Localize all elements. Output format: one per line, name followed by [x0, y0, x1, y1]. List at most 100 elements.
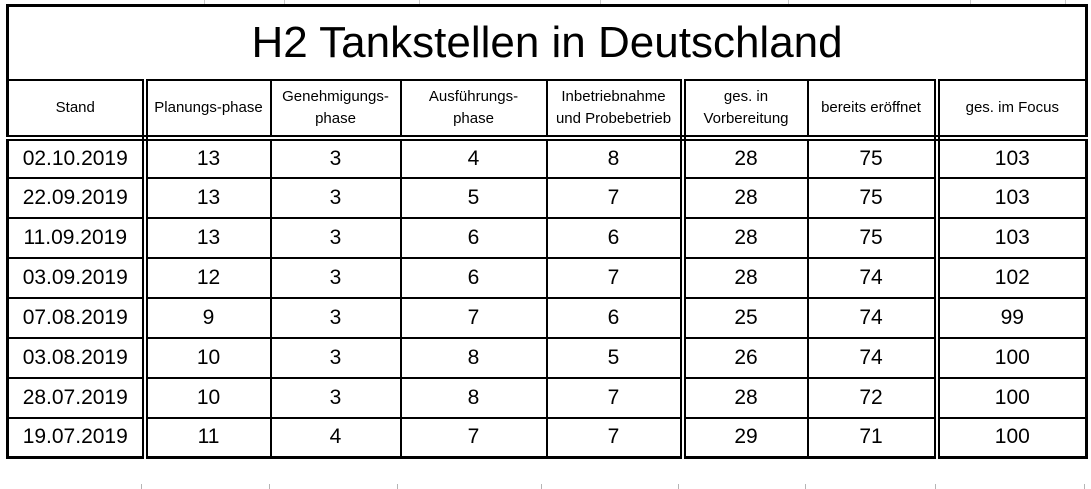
cell-ges-im-focus: 103: [935, 136, 1088, 179]
cell-genehmigungsphase: 3: [269, 216, 402, 259]
col-header-stand: Stand: [6, 78, 148, 141]
table-header-row: Stand Planungs-phase Genehmigungs- phase…: [6, 78, 1088, 141]
table-row: 03.08.2019 10 3 8 5 26 74 100: [6, 336, 1088, 379]
table-title: H2 Tankstellen in Deutschland: [6, 4, 1088, 81]
cell-ges-im-focus: 100: [935, 416, 1088, 459]
cell-ges-in-vorbereitung: 26: [681, 336, 809, 379]
cell-planungsphase: 10: [143, 376, 272, 419]
col-header-ges-in-vorbereitung: ges. in Vorbereitung: [681, 78, 809, 141]
cell-planungsphase: 12: [143, 256, 272, 299]
gridline-tick: [600, 0, 601, 4]
gridline-tick: [1065, 0, 1066, 4]
cell-inbetriebnahme: 7: [545, 376, 686, 419]
gridline-tick: [419, 0, 420, 4]
cell-ausfuehrungsphase: 8: [399, 336, 548, 379]
table-row: 02.10.2019 13 3 4 8 28 75 103: [6, 136, 1088, 179]
table-row: 22.09.2019 13 3 5 7 28 75 103: [6, 176, 1088, 219]
cell-bereits-eroeffnet: 75: [806, 176, 940, 219]
gridline-tick: [678, 484, 679, 489]
cell-ges-im-focus: 99: [935, 296, 1088, 339]
cell-ausfuehrungsphase: 4: [399, 136, 548, 179]
cell-inbetriebnahme: 6: [545, 216, 686, 259]
cell-planungsphase: 9: [143, 296, 272, 339]
gridline-tick: [141, 484, 142, 489]
gridline-tick: [935, 484, 936, 489]
cell-stand: 02.10.2019: [6, 136, 148, 179]
cell-inbetriebnahme: 7: [545, 176, 686, 219]
cell-bereits-eroeffnet: 71: [806, 416, 940, 459]
table-row: 11.09.2019 13 3 6 6 28 75 103: [6, 216, 1088, 259]
gridline-tick: [284, 0, 285, 4]
cell-ges-im-focus: 100: [935, 376, 1088, 419]
cell-ausfuehrungsphase: 8: [399, 376, 548, 419]
cell-planungsphase: 10: [143, 336, 272, 379]
cell-inbetriebnahme: 6: [545, 296, 686, 339]
cell-genehmigungsphase: 3: [269, 176, 402, 219]
col-header-genehmigungsphase: Genehmigungs- phase: [269, 78, 402, 141]
cell-stand: 07.08.2019: [6, 296, 148, 339]
cell-ges-in-vorbereitung: 28: [681, 216, 809, 259]
cell-planungsphase: 13: [143, 136, 272, 179]
cell-ges-im-focus: 103: [935, 176, 1088, 219]
cell-ges-in-vorbereitung: 28: [681, 136, 809, 179]
gridline-tick: [1084, 484, 1085, 489]
gridline-tick: [397, 484, 398, 489]
cell-planungsphase: 11: [143, 416, 272, 459]
cell-ges-in-vorbereitung: 28: [681, 256, 809, 299]
cell-inbetriebnahme: 7: [545, 416, 686, 459]
gridline-tick: [805, 484, 806, 489]
cell-ausfuehrungsphase: 7: [399, 296, 548, 339]
cell-stand: 19.07.2019: [6, 416, 148, 459]
table-row: 07.08.2019 9 3 7 6 25 74 99: [6, 296, 1088, 339]
table-row: 28.07.2019 10 3 8 7 28 72 100: [6, 376, 1088, 419]
table-row: 19.07.2019 11 4 7 7 29 71 100: [6, 416, 1088, 459]
cell-bereits-eroeffnet: 74: [806, 296, 940, 339]
gridline-tick: [541, 484, 542, 489]
cell-bereits-eroeffnet: 74: [806, 256, 940, 299]
col-header-planungsphase: Planungs-phase: [143, 78, 272, 141]
cell-genehmigungsphase: 3: [269, 296, 402, 339]
cell-ausfuehrungsphase: 6: [399, 216, 548, 259]
cell-genehmigungsphase: 4: [269, 416, 402, 459]
cell-inbetriebnahme: 7: [545, 256, 686, 299]
cell-genehmigungsphase: 3: [269, 256, 402, 299]
cell-bereits-eroeffnet: 75: [806, 216, 940, 259]
col-header-ges-im-focus: ges. im Focus: [935, 78, 1088, 141]
gridline-tick: [970, 0, 971, 4]
cell-genehmigungsphase: 3: [269, 376, 402, 419]
col-header-bereits-eroeffnet: bereits eröffnet: [806, 78, 940, 141]
cell-ges-in-vorbereitung: 29: [681, 416, 809, 459]
cell-genehmigungsphase: 3: [269, 136, 402, 179]
cell-ges-in-vorbereitung: 25: [681, 296, 809, 339]
cell-bereits-eroeffnet: 72: [806, 376, 940, 419]
cell-ges-im-focus: 100: [935, 336, 1088, 379]
title-row: H2 Tankstellen in Deutschland: [6, 4, 1088, 81]
h2-stations-table: H2 Tankstellen in Deutschland Stand Plan…: [6, 4, 1089, 459]
cell-stand: 22.09.2019: [6, 176, 148, 219]
cell-ges-in-vorbereitung: 28: [681, 176, 809, 219]
col-header-inbetriebnahme: Inbetriebnahme und Probebetrieb: [545, 78, 686, 141]
cell-bereits-eroeffnet: 75: [806, 136, 940, 179]
gridline-tick: [269, 484, 270, 489]
cell-stand: 03.09.2019: [6, 256, 148, 299]
gridline-tick: [788, 0, 789, 4]
cell-stand: 03.08.2019: [6, 336, 148, 379]
cell-bereits-eroeffnet: 74: [806, 336, 940, 379]
cell-planungsphase: 13: [143, 176, 272, 219]
cell-ges-im-focus: 102: [935, 256, 1088, 299]
cell-ges-im-focus: 103: [935, 216, 1088, 259]
cell-ausfuehrungsphase: 7: [399, 416, 548, 459]
gridline-tick: [204, 0, 205, 4]
cell-inbetriebnahme: 8: [545, 136, 686, 179]
cell-ges-in-vorbereitung: 28: [681, 376, 809, 419]
cell-ausfuehrungsphase: 5: [399, 176, 548, 219]
col-header-ausfuehrungsphase: Ausführungs- phase: [399, 78, 548, 141]
cell-planungsphase: 13: [143, 216, 272, 259]
cell-ausfuehrungsphase: 6: [399, 256, 548, 299]
table-row: 03.09.2019 12 3 6 7 28 74 102: [6, 256, 1088, 299]
cell-inbetriebnahme: 5: [545, 336, 686, 379]
cell-stand: 28.07.2019: [6, 376, 148, 419]
cell-stand: 11.09.2019: [6, 216, 148, 259]
cell-genehmigungsphase: 3: [269, 336, 402, 379]
